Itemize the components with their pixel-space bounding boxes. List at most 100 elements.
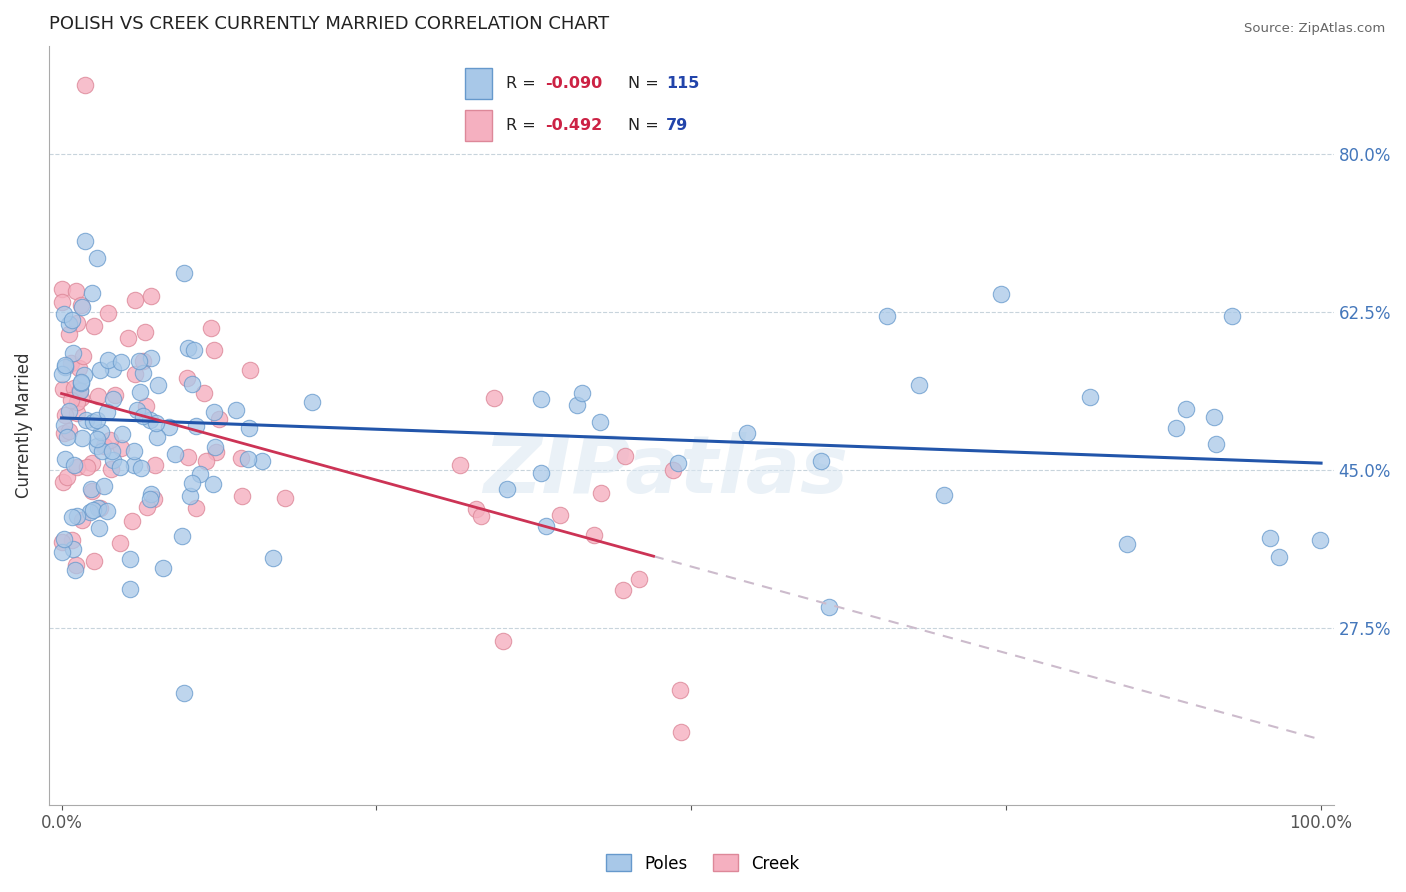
Point [65, 316, 87, 330]
Point [225, 403, 247, 417]
Point [101, 453, 124, 467]
Point [70, 298, 93, 312]
Point [79, 506, 101, 520]
Point [108, 536, 131, 550]
Point [62, 346, 84, 360]
Point [449, 458, 471, 472]
Point [588, 415, 610, 429]
Point [194, 454, 217, 468]
Point [132, 409, 155, 424]
Point [1116, 537, 1139, 551]
Point [51, 367, 73, 381]
Point [139, 492, 162, 507]
Point [143, 491, 166, 506]
Point [565, 398, 588, 412]
Point [157, 420, 180, 434]
Point [239, 363, 262, 377]
Point [70, 392, 93, 406]
Point [62, 542, 84, 557]
Point [146, 430, 169, 444]
Point [208, 411, 231, 425]
Point [86, 433, 108, 447]
Point [661, 463, 683, 477]
Point [122, 458, 145, 472]
Point [72, 432, 94, 446]
Point [614, 449, 637, 463]
Point [173, 686, 195, 700]
Point [127, 402, 149, 417]
Point [98, 433, 121, 447]
Point [134, 325, 156, 339]
Point [274, 491, 297, 506]
Point [63, 563, 86, 577]
Point [73, 235, 96, 249]
Point [152, 561, 174, 575]
Point [73, 368, 96, 383]
Point [58, 403, 80, 417]
Point [183, 343, 205, 358]
Point [550, 508, 572, 522]
Point [146, 377, 169, 392]
Point [110, 441, 132, 455]
Point [90, 443, 112, 458]
Point [810, 453, 832, 467]
Point [111, 427, 134, 442]
Point [180, 475, 202, 490]
Point [735, 425, 758, 440]
Point [56, 430, 79, 444]
Point [79, 482, 101, 496]
Point [101, 362, 124, 376]
Point [139, 289, 162, 303]
Point [66, 394, 89, 409]
Point [628, 572, 651, 586]
Point [496, 482, 519, 496]
Point [73, 78, 96, 92]
Point [97, 352, 120, 367]
Point [62, 458, 84, 473]
Point [204, 440, 226, 454]
Point [65, 285, 87, 299]
Point [180, 377, 202, 392]
Point [124, 293, 146, 307]
Text: ZIPatlas: ZIPatlas [484, 432, 848, 509]
Point [75, 413, 97, 427]
Point [72, 349, 94, 363]
Point [530, 467, 553, 481]
Point [66, 509, 89, 524]
Point [200, 321, 222, 335]
Point [145, 416, 167, 430]
Point [53, 408, 76, 422]
Point [1268, 549, 1291, 564]
Point [165, 447, 187, 461]
Point [72, 513, 94, 527]
Point [172, 529, 194, 543]
Point [60, 510, 83, 524]
Point [83, 319, 105, 334]
Point [122, 443, 145, 458]
Point [135, 399, 157, 413]
Point [51, 294, 73, 309]
Point [87, 389, 110, 403]
Point [51, 535, 73, 549]
Point [60, 356, 83, 370]
Point [101, 444, 124, 458]
Point [238, 451, 260, 466]
Point [589, 485, 612, 500]
Point [231, 489, 253, 503]
Point [59, 392, 82, 407]
Point [1166, 421, 1188, 435]
Point [124, 367, 146, 381]
Point [530, 392, 553, 407]
Point [464, 501, 486, 516]
Point [52, 475, 75, 490]
Point [58, 317, 80, 331]
Point [571, 386, 593, 401]
Point [135, 500, 157, 515]
Point [131, 354, 153, 368]
Point [89, 363, 111, 377]
Point [1174, 401, 1197, 416]
Point [86, 439, 108, 453]
Point [69, 384, 91, 398]
Point [1205, 437, 1227, 451]
Point [87, 501, 110, 516]
